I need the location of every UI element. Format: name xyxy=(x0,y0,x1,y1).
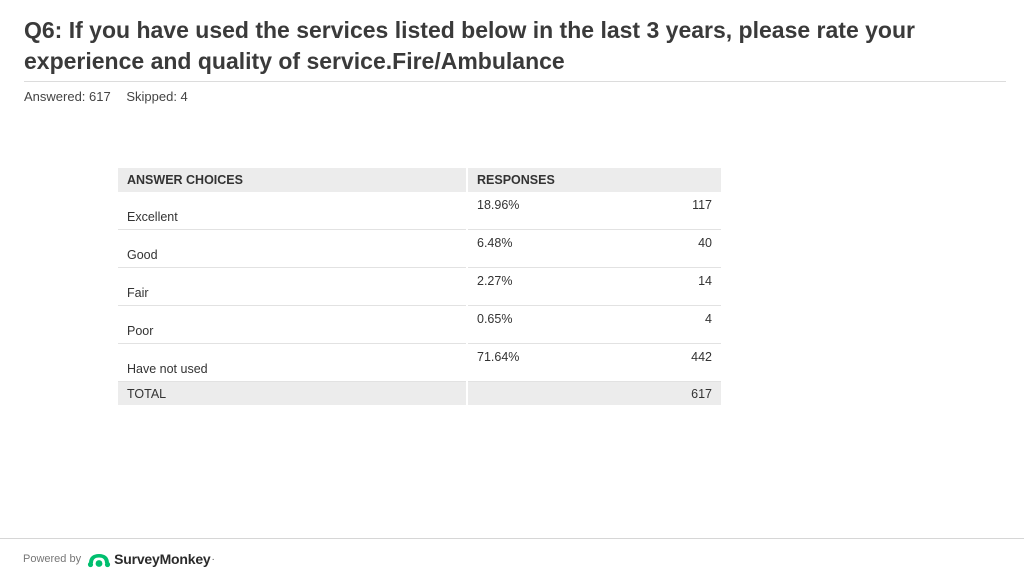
table-row: Poor 0.65% 4 xyxy=(118,305,721,344)
total-label: TOTAL xyxy=(118,381,468,405)
row-percent: 71.64% xyxy=(467,343,596,382)
total-count: 617 xyxy=(596,381,721,405)
row-choice: Fair xyxy=(118,267,468,306)
answered-count: Answered: 617 xyxy=(24,89,111,104)
total-percent-empty xyxy=(467,381,596,405)
row-percent: 0.65% xyxy=(467,305,596,344)
table-header-row: ANSWER CHOICES RESPONSES xyxy=(118,168,721,192)
row-choice: Good xyxy=(118,229,468,268)
skipped-count: Skipped: 4 xyxy=(126,89,188,104)
response-stats: Answered: 617 Skipped: 4 xyxy=(24,89,200,104)
row-percent: 6.48% xyxy=(467,229,596,268)
results-table: ANSWER CHOICES RESPONSES Excellent 18.96… xyxy=(118,168,721,405)
row-count: 14 xyxy=(596,267,721,306)
table-row: Fair 2.27% 14 xyxy=(118,267,721,306)
row-choice: Excellent xyxy=(118,192,468,230)
surveymonkey-brand-text: SurveyMonkey xyxy=(114,551,211,567)
brand-mark: · xyxy=(211,553,215,565)
table-row: Good 6.48% 40 xyxy=(118,229,721,268)
surveymonkey-logo-icon xyxy=(87,554,111,568)
footer: Powered by SurveyMonkey · xyxy=(23,550,215,568)
powered-by-label: Powered by xyxy=(23,553,82,565)
row-count: 4 xyxy=(596,305,721,344)
header-answer-choices: ANSWER CHOICES xyxy=(118,168,468,192)
row-count: 40 xyxy=(596,229,721,268)
total-row: TOTAL 617 xyxy=(118,381,721,405)
footer-divider xyxy=(0,538,1024,539)
row-count: 442 xyxy=(596,343,721,382)
header-responses: RESPONSES xyxy=(467,168,721,192)
table-row: Excellent 18.96% 117 xyxy=(118,192,721,230)
row-percent: 18.96% xyxy=(467,192,596,230)
question-title: Q6: If you have used the services listed… xyxy=(24,17,915,74)
row-choice: Poor xyxy=(118,305,468,344)
title-divider xyxy=(24,81,1006,82)
row-choice: Have not used xyxy=(118,343,468,382)
table-row: Have not used 71.64% 442 xyxy=(118,343,721,382)
row-count: 117 xyxy=(596,192,721,230)
row-percent: 2.27% xyxy=(467,267,596,306)
